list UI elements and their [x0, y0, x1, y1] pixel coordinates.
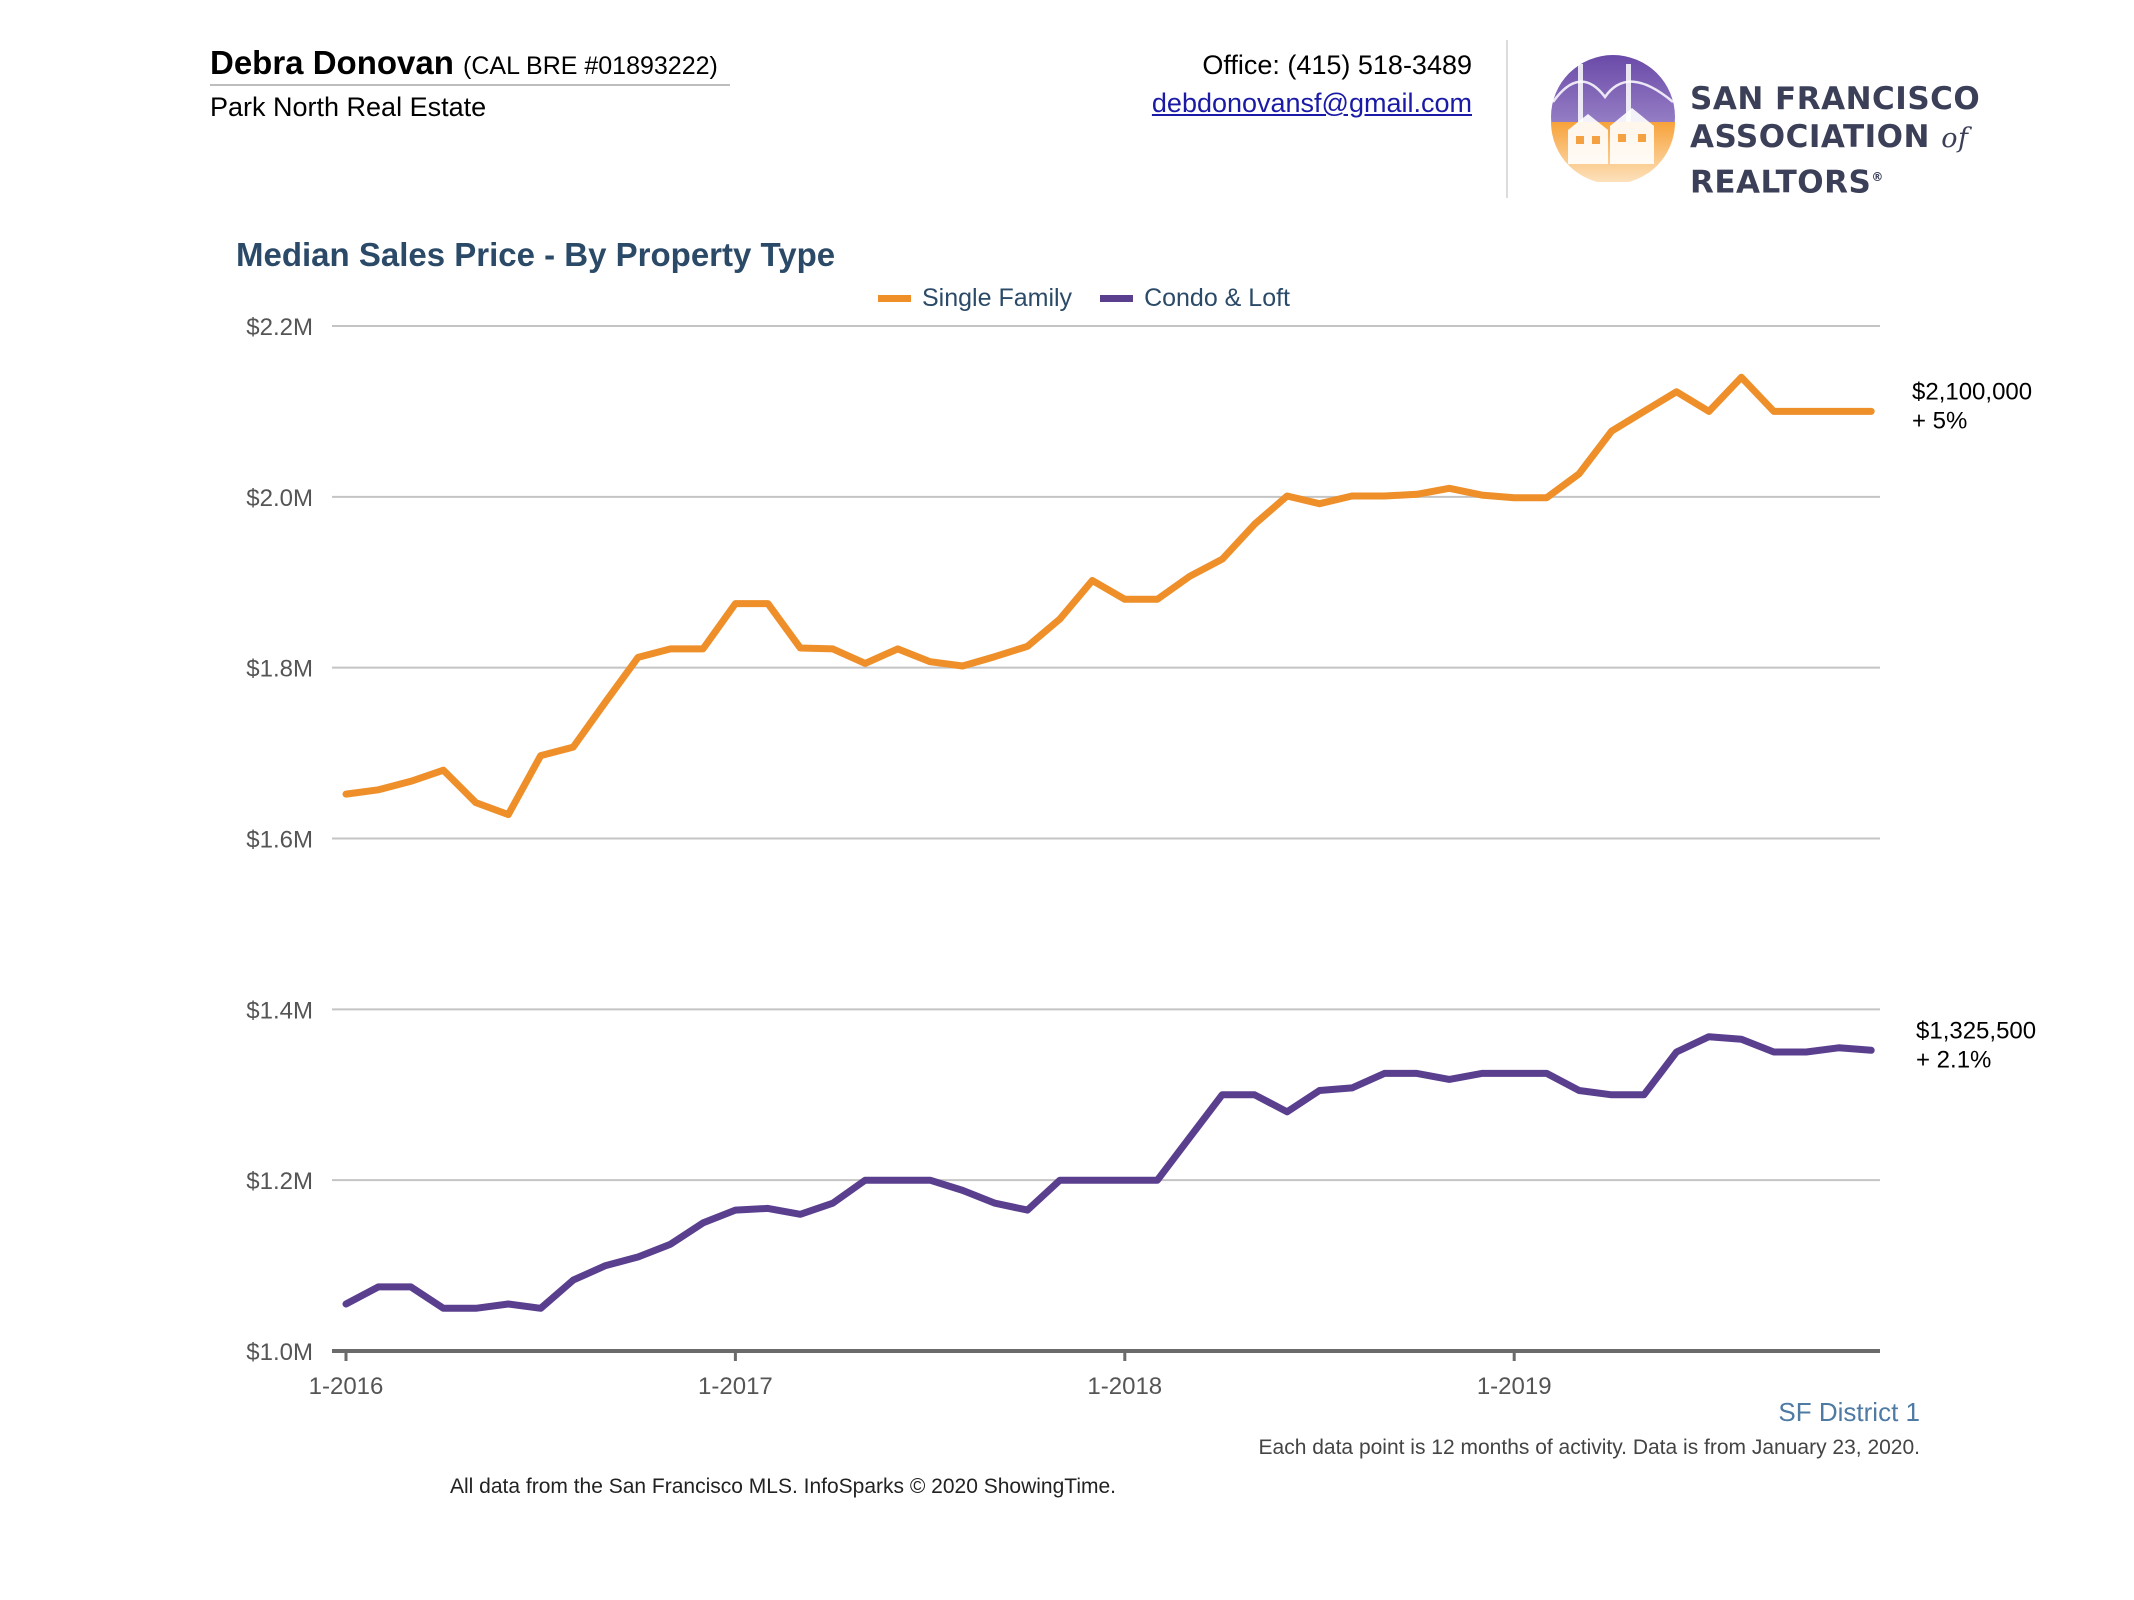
x-tick-label: 1-2018 — [1087, 1373, 1162, 1400]
data-source: All data from the San Francisco MLS. Inf… — [449, 1475, 1116, 1498]
y-tick-label: $1.0M — [246, 1339, 313, 1366]
series-line-condo-loft[interactable] — [342, 1033, 1875, 1312]
contact-block: Office: (415) 518-3489 debdonovansf@gmai… — [1152, 46, 1472, 122]
logo-line-1: SAN FRANCISCO — [1690, 81, 1981, 117]
y-tick-label: $2.0M — [246, 485, 313, 512]
chart-title: Median Sales Price - By Property Type — [236, 236, 836, 273]
series-end-change-label: + 2.1% — [1916, 1046, 1991, 1073]
legend-swatch-single-family — [878, 295, 911, 302]
logo-realtors: REALTORS — [1690, 164, 1872, 201]
x-tick-label: 1-2019 — [1477, 1373, 1552, 1400]
logo-of: of — [1941, 123, 1969, 154]
gridlines — [332, 325, 1880, 1182]
y-tick-label: $2.2M — [246, 314, 313, 341]
logo-registered: ® — [1871, 170, 1884, 184]
region-label: SF District 1 — [1778, 1397, 1920, 1427]
office-phone: Office: (415) 518-3489 — [1202, 50, 1472, 80]
agent-underline — [210, 84, 730, 86]
y-axis-labels: $1.0M $1.2M $1.4M $1.6M $1.8M $2.0M $2.2M — [246, 314, 313, 1366]
data-note: Each data point is 12 months of activity… — [1258, 1436, 1920, 1459]
legend-item-condo-loft[interactable]: Condo & Loft — [1100, 284, 1290, 313]
y-tick-label: $1.2M — [246, 1168, 313, 1195]
golden-gate-bridge-houses-logo-icon — [1551, 55, 1675, 182]
agent-name-text: Debra Donovan — [210, 44, 454, 81]
series-end-value-label: $1,325,500 — [1916, 1017, 2036, 1044]
y-tick-label: $1.8M — [246, 656, 313, 683]
legend-label-single-family: Single Family — [922, 284, 1073, 312]
email-link[interactable]: debdonovansf@gmail.com — [1151, 88, 1472, 118]
header-divider — [1506, 40, 1508, 198]
series-lines — [342, 373, 1875, 1312]
y-tick-label: $1.4M — [246, 997, 313, 1024]
x-tick-label: 1-2017 — [698, 1373, 773, 1400]
series-end-change-label: + 5% — [1912, 407, 1967, 434]
agent-company: Park North Real Estate — [210, 92, 487, 122]
agent-name: Debra Donovan (CAL BRE #01893222) — [210, 44, 718, 82]
series-line-single-family[interactable] — [342, 373, 1875, 819]
logo-line-2: ASSOCIATION of REALTORS® — [1690, 118, 2134, 201]
x-axis: 1-2016 1-2017 1-2018 1-2019 — [309, 1349, 1880, 1400]
legend-item-single-family[interactable]: Single Family — [878, 284, 1072, 313]
series-end-value-label: $2,100,000 — [1912, 378, 2032, 405]
legend-label-condo-loft: Condo & Loft — [1144, 284, 1290, 312]
series-end-labels: $2,100,000+ 5% $1,325,500+ 2.1% — [1912, 378, 2036, 1073]
legend-swatch-condo-loft — [1100, 295, 1134, 302]
logo-association: ASSOCIATION — [1690, 119, 1930, 155]
y-tick-label: $1.6M — [246, 827, 313, 854]
agent-license: (CAL BRE #01893222) — [463, 52, 718, 80]
x-tick-label: 1-2016 — [309, 1373, 384, 1400]
logo-wordmark: SAN FRANCISCO ASSOCIATION of REALTORS® — [1690, 80, 2134, 201]
chart-legend: Single Family Condo & Loft — [878, 284, 1318, 313]
